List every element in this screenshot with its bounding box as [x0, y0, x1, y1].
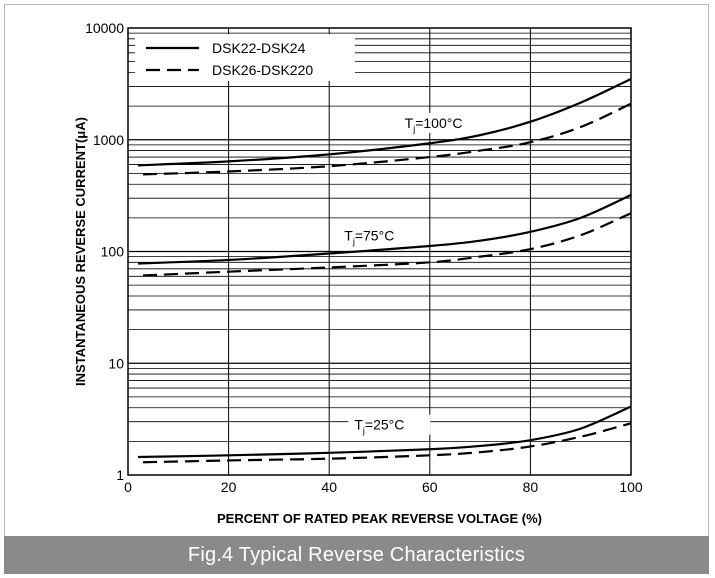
plot-border	[127, 27, 632, 476]
figure-caption: Fig.4 Typical Reverse Characteristics	[4, 536, 709, 574]
series-line-solid	[138, 77, 632, 167]
y-tick-label: 100	[101, 244, 125, 260]
series-lines	[138, 77, 632, 464]
annotation-background	[398, 113, 481, 134]
legend-label: DSK26-DSK220	[212, 62, 313, 78]
series-line-dashed	[143, 212, 632, 277]
x-tick-label: 20	[221, 479, 237, 495]
axis-ticks: 0 20 40 60 80 100 1 10 100 1000 10000	[85, 20, 643, 495]
x-tick-label: 40	[321, 479, 337, 495]
annotation-background	[348, 414, 431, 435]
series-line-dashed	[143, 422, 632, 464]
figure-caption-text: Fig.4 Typical Reverse Characteristics	[187, 543, 526, 566]
temperature-annotation: Tj=75°C	[344, 228, 394, 247]
annotation-background	[338, 225, 421, 246]
series-line-solid	[138, 405, 632, 459]
grid	[128, 28, 631, 475]
y-axis-label: INSTANTANEOUS REVERSE CURRENT(μA)	[73, 117, 88, 386]
temperature-annotation: Tj=25°C	[354, 417, 404, 436]
series-line-dashed	[143, 102, 632, 176]
legend-box	[135, 34, 355, 81]
x-tick-label: 0	[124, 479, 132, 495]
legend-label: DSK22-DSK24	[212, 40, 306, 56]
x-tick-label: 80	[523, 479, 539, 495]
y-tick-label: 1000	[93, 132, 124, 148]
legend: DSK22-DSK24 DSK26-DSK220	[135, 34, 355, 81]
y-tick-label: 1	[116, 467, 124, 483]
x-tick-label: 100	[619, 479, 643, 495]
temperature-annotation: Tj=100°C	[405, 115, 463, 134]
y-tick-label: 10000	[85, 20, 124, 36]
y-tick-label: 10	[108, 355, 124, 371]
x-tick-label: 60	[422, 479, 438, 495]
x-axis-label: PERCENT OF RATED PEAK REVERSE VOLTAGE (%…	[217, 511, 542, 526]
annotations: Tj=100°C Tj=75°C Tj=25°C	[338, 113, 481, 436]
series-line-solid	[138, 194, 632, 265]
